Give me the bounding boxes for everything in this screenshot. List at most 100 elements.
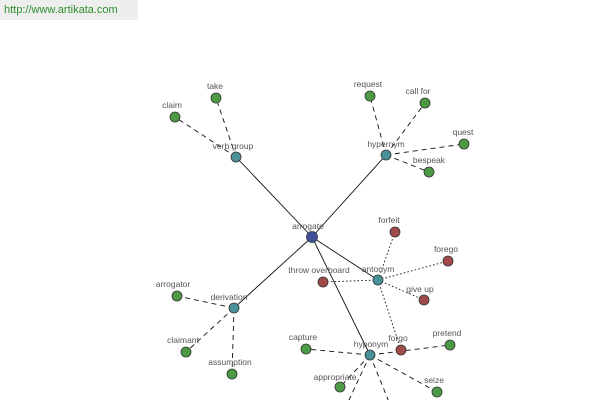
node-quest-label[interactable]: quest xyxy=(453,127,474,137)
node-appropriate[interactable]: appropriate xyxy=(313,372,357,393)
node-request-label[interactable]: request xyxy=(354,79,383,89)
edge-antonym-give-up xyxy=(377,279,425,301)
site-url[interactable]: http://www.artikata.com xyxy=(0,0,138,20)
node-forgo[interactable]: forgo xyxy=(388,333,408,356)
node-forgo-label[interactable]: forgo xyxy=(388,333,408,343)
node-forego-dot[interactable] xyxy=(442,255,454,267)
edge-verb-group-claim xyxy=(174,116,237,158)
node-claimant-dot[interactable] xyxy=(180,346,192,358)
edge-hyponym-capture xyxy=(305,348,371,356)
node-seize-dot[interactable] xyxy=(431,386,443,398)
edge-antonym-forfeit xyxy=(377,231,396,281)
node-quest-dot[interactable] xyxy=(458,138,470,150)
node-bespeak[interactable]: bespeak xyxy=(413,155,446,178)
edges-layer xyxy=(174,95,465,400)
node-derivation[interactable]: derivation xyxy=(211,292,248,314)
node-bespeak-dot[interactable] xyxy=(423,166,435,178)
node-assumption-label[interactable]: assumption xyxy=(208,357,252,367)
edge-hyponym-offscreen-b xyxy=(369,354,389,400)
node-assumption-dot[interactable] xyxy=(226,368,238,380)
node-hypernym[interactable]: hypernym xyxy=(367,139,405,161)
edge-hypernym-request xyxy=(369,95,387,156)
edge-antonym-forgo xyxy=(377,279,402,351)
node-arrogate-dot[interactable] xyxy=(306,231,318,243)
node-antonym-dot[interactable] xyxy=(372,274,384,286)
edge-hypernym-bespeak xyxy=(385,154,430,173)
node-take-dot[interactable] xyxy=(210,92,222,104)
node-throw-overboard-label[interactable]: throw overboard xyxy=(288,265,350,275)
edge-arrogate-antonym xyxy=(311,236,379,281)
node-request[interactable]: request xyxy=(354,79,383,102)
node-claim[interactable]: claim xyxy=(162,100,182,123)
node-request-dot[interactable] xyxy=(364,90,376,102)
node-arrogator-label[interactable]: arrogator xyxy=(156,279,191,289)
node-forego[interactable]: forego xyxy=(434,244,458,267)
node-hyponym[interactable]: hyponym xyxy=(354,339,389,361)
node-hyponym-dot[interactable] xyxy=(364,349,376,361)
node-pretend[interactable]: pretend xyxy=(433,328,462,351)
node-pretend-label[interactable]: pretend xyxy=(433,328,462,338)
node-derivation-dot[interactable] xyxy=(228,302,240,314)
node-seize-label[interactable]: seize xyxy=(424,375,444,385)
node-hypernym-label[interactable]: hypernym xyxy=(367,139,404,149)
node-verb-group-dot[interactable] xyxy=(230,151,242,163)
node-call-for-label[interactable]: call for xyxy=(405,86,430,96)
edge-hypernym-call-for xyxy=(385,102,426,156)
edge-arrogate-verb-group xyxy=(235,156,313,238)
node-claim-dot[interactable] xyxy=(169,111,181,123)
node-appropriate-label[interactable]: appropriate xyxy=(313,372,356,382)
edge-arrogate-derivation xyxy=(233,236,313,309)
node-claimant-label[interactable]: claimant xyxy=(167,335,199,345)
node-arrogator-dot[interactable] xyxy=(171,290,183,302)
node-derivation-label[interactable]: derivation xyxy=(211,292,248,302)
node-forego-label[interactable]: forego xyxy=(434,244,458,254)
edge-hypernym-quest xyxy=(385,143,465,156)
node-antonym[interactable]: antonym xyxy=(362,264,395,286)
node-forfeit[interactable]: forfeit xyxy=(378,215,401,238)
node-seize[interactable]: seize xyxy=(424,375,444,398)
node-arrogate[interactable]: arrogate xyxy=(292,221,324,243)
node-take-label[interactable]: take xyxy=(207,81,223,91)
node-forfeit-dot[interactable] xyxy=(389,226,401,238)
edge-derivation-claimant xyxy=(185,307,235,353)
node-give-up[interactable]: give up xyxy=(406,284,434,306)
node-claimant[interactable]: claimant xyxy=(167,335,199,358)
node-verb-group[interactable]: verb group xyxy=(213,141,254,163)
node-antonym-label[interactable]: antonym xyxy=(362,264,395,274)
edge-hyponym-appropriate xyxy=(339,354,371,388)
node-give-up-dot[interactable] xyxy=(418,294,430,306)
node-assumption[interactable]: assumption xyxy=(208,357,252,380)
node-capture-dot[interactable] xyxy=(300,343,312,355)
edge-antonym-forego xyxy=(377,260,449,281)
node-capture[interactable]: capture xyxy=(289,332,318,355)
edge-derivation-assumption xyxy=(231,307,235,375)
nodes-layer: arrogate verb group hypernym antonym derivat… xyxy=(156,79,474,398)
node-bespeak-label[interactable]: bespeak xyxy=(413,155,446,165)
node-throw-overboard-dot[interactable] xyxy=(317,276,329,288)
node-pretend-dot[interactable] xyxy=(444,339,456,351)
node-verb-group-label[interactable]: verb group xyxy=(213,141,254,151)
node-arrogate-label[interactable]: arrogate xyxy=(292,221,324,231)
node-forfeit-label[interactable]: forfeit xyxy=(378,215,400,225)
node-give-up-label[interactable]: give up xyxy=(406,284,434,294)
edge-hyponym-pretend xyxy=(369,344,451,356)
node-quest[interactable]: quest xyxy=(453,127,474,150)
node-forgo-dot[interactable] xyxy=(395,344,407,356)
node-claim-label[interactable]: claim xyxy=(162,100,182,110)
node-take[interactable]: take xyxy=(207,81,223,104)
edge-derivation-arrogator xyxy=(176,295,235,309)
node-hyponym-label[interactable]: hyponym xyxy=(354,339,389,349)
node-call-for-dot[interactable] xyxy=(419,97,431,109)
node-appropriate-dot[interactable] xyxy=(334,381,346,393)
edge-antonym-throw-overboard xyxy=(322,279,379,283)
edge-hyponym-seize xyxy=(369,354,438,393)
node-capture-label[interactable]: capture xyxy=(289,332,318,342)
edge-arrogate-hyponym xyxy=(311,236,371,356)
edge-arrogate-hypernym xyxy=(311,154,387,238)
node-hypernym-dot[interactable] xyxy=(380,149,392,161)
node-call-for[interactable]: call for xyxy=(405,86,431,109)
node-throw-overboard[interactable]: throw overboard xyxy=(288,265,350,288)
node-arrogator[interactable]: arrogator xyxy=(156,279,191,302)
